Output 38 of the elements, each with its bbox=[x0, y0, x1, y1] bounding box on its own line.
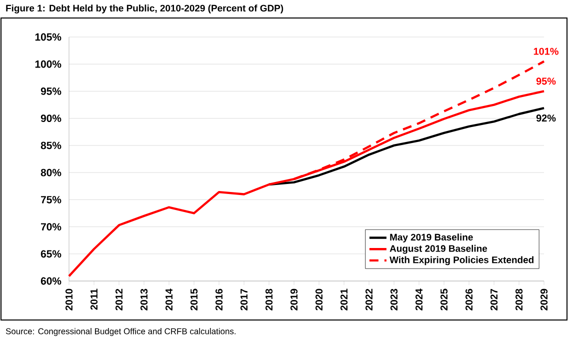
x-tick-label: 2014 bbox=[165, 288, 173, 310]
x-tick-label: 2021 bbox=[340, 288, 348, 310]
x-tick-label: 2011 bbox=[90, 288, 98, 310]
x-tick-label: 2023 bbox=[390, 288, 398, 310]
y-tick-label: 80% bbox=[40, 168, 62, 176]
y-tick-label: 70% bbox=[41, 223, 62, 230]
x-tick-label: 2022 bbox=[365, 288, 373, 310]
chart-title: Figure 1: Debt Held by the Public, 2010-2029 (Percent of GDP) bbox=[6, 4, 284, 14]
y-tick-label: 65% bbox=[40, 250, 62, 258]
x-tick-label: 2024 bbox=[415, 288, 423, 310]
x-tick-label: 2010 bbox=[65, 288, 73, 310]
legend-label: August 2019 Baseline bbox=[390, 244, 488, 254]
legend-label: May 2019 Baseline bbox=[390, 234, 473, 242]
x-tick-label: 2017 bbox=[240, 288, 248, 310]
x-tick-label: 2013 bbox=[140, 288, 148, 310]
x-tick-label: 2018 bbox=[265, 288, 273, 310]
x-tick-label: 2029 bbox=[540, 288, 548, 310]
x-tick-label: 2025 bbox=[440, 288, 448, 310]
x-tick-label: 2019 bbox=[290, 288, 298, 310]
x-tick-label: 2015 bbox=[190, 288, 198, 310]
x-tick-label: 2026 bbox=[465, 288, 473, 310]
x-tick-label: 2028 bbox=[515, 288, 523, 310]
x-tick-label: 2027 bbox=[490, 288, 498, 310]
legend-label: With Expiring Policies Extended bbox=[390, 256, 534, 266]
y-tick-label: 100% bbox=[35, 60, 62, 68]
y-tick-label: 105% bbox=[35, 33, 62, 41]
data-label: 92% bbox=[536, 114, 556, 122]
y-tick-label: 90% bbox=[40, 114, 62, 122]
data-label: 101% bbox=[534, 48, 558, 55]
data-label: 95% bbox=[536, 78, 556, 85]
x-tick-label: 2020 bbox=[315, 288, 323, 310]
x-tick-label: 2016 bbox=[215, 288, 223, 310]
y-tick-label: 95% bbox=[40, 88, 62, 95]
y-tick-label: 60% bbox=[40, 277, 62, 285]
x-tick-label: 2012 bbox=[115, 288, 123, 310]
y-tick-label: 75% bbox=[41, 196, 62, 204]
y-tick-label: 85% bbox=[40, 142, 62, 150]
source-note: Source: Congressional Budget Office and CRFB calculations. bbox=[6, 328, 236, 336]
